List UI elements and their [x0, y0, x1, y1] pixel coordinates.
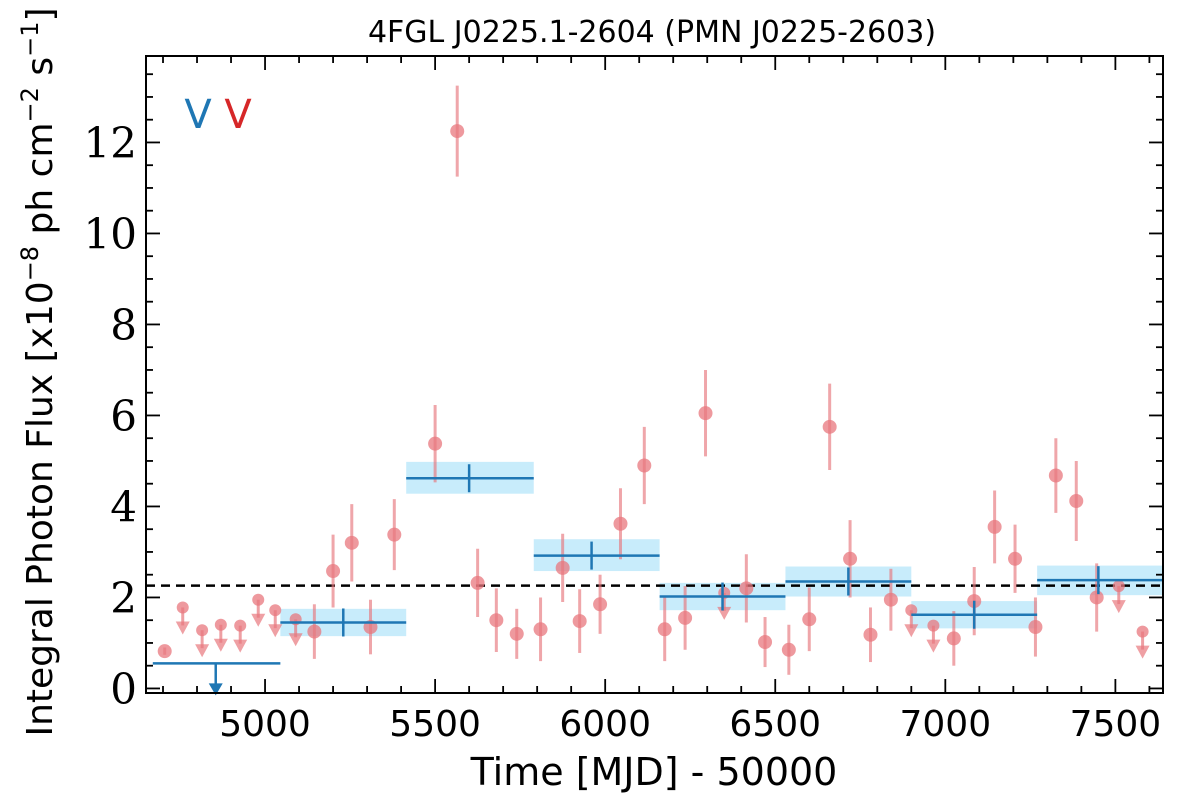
- upper-limit-point: [927, 619, 940, 632]
- y-tick-label: 12: [84, 118, 137, 167]
- upper-limit-arrow: [251, 613, 266, 627]
- flux-point: [470, 575, 485, 590]
- x-tick-label: 6000: [559, 704, 651, 745]
- binned-flux-markers: [152, 464, 1163, 696]
- flux-point: [822, 419, 837, 434]
- flux-point: [802, 612, 817, 627]
- x-tick-label: 7000: [900, 704, 992, 745]
- y-axis-label-mid: ph cm: [20, 122, 61, 245]
- y-axis-label-end: ]: [20, 7, 61, 21]
- legend-marker-monthly: V: [224, 92, 252, 138]
- upper-limit-arrow: [195, 644, 210, 658]
- upper-limit-arrow: [1111, 600, 1126, 614]
- bin-upper-limit-arrow: [208, 683, 223, 696]
- y-tick-label: 4: [110, 482, 137, 531]
- upper-limit-arrow: [1135, 645, 1150, 659]
- flux-point: [843, 551, 858, 566]
- upper-limit-point: [234, 619, 247, 632]
- flux-point: [1028, 620, 1043, 635]
- flux-point: [863, 627, 878, 642]
- upper-limit-arrow: [268, 624, 283, 638]
- flux-point: [678, 610, 693, 625]
- flux-point: [637, 458, 652, 473]
- flux-point: [1048, 468, 1063, 483]
- upper-limit-point: [1112, 580, 1125, 593]
- upper-limit-point: [176, 601, 189, 614]
- flux-point: [946, 631, 961, 646]
- flux-point: [307, 624, 322, 639]
- flux-point: [657, 622, 672, 637]
- upper-limit-point: [214, 618, 227, 631]
- flux-point: [987, 519, 1002, 534]
- y-axis-label-mid2: s: [20, 57, 61, 87]
- flux-point: [698, 406, 713, 421]
- flux-point: [739, 581, 754, 596]
- flux-point: [883, 592, 898, 607]
- upper-limit-arrow: [904, 624, 919, 638]
- x-tick-label: 5500: [389, 704, 481, 745]
- x-tick-label: 5000: [219, 704, 311, 745]
- flux-point: [326, 564, 341, 579]
- y-tick-label: 8: [110, 300, 137, 349]
- y-axis-label: Integral Photon Flux [x10−8 ph cm−2 s−1]: [16, 7, 61, 736]
- y-tick-label: 10: [84, 209, 137, 258]
- flux-point: [1069, 493, 1084, 508]
- y-axis-label-main: Integral Photon Flux [x10: [20, 281, 61, 736]
- x-axis: 5000 5500 6000 6500 7000 7500: [162, 56, 1162, 745]
- upper-limit-arrow: [926, 639, 941, 653]
- monthly-flux-points: [157, 85, 1150, 675]
- upper-limit-arrow: [213, 638, 228, 652]
- flux-point: [1008, 551, 1023, 566]
- flux-point: [387, 527, 402, 542]
- flux-point: [572, 614, 587, 629]
- flux-point: [509, 626, 524, 641]
- upper-limit-point: [196, 624, 209, 637]
- flux-point: [533, 622, 548, 637]
- upper-limit-arrow: [288, 633, 303, 647]
- upper-limit-arrow: [233, 639, 248, 653]
- upper-limit-arrow: [717, 606, 732, 620]
- flux-point: [555, 560, 570, 575]
- flux-point: [450, 124, 465, 139]
- flux-point: [157, 644, 172, 659]
- flux-point: [489, 613, 504, 628]
- x-tick-label: 6500: [729, 704, 821, 745]
- chart-title: 4FGL J0225.1-2604 (PMN J0225-2603): [368, 15, 936, 50]
- upper-limit-arrow: [175, 621, 190, 635]
- flux-point: [593, 597, 608, 612]
- flux-point: [613, 516, 628, 531]
- plot-frame: [145, 55, 1164, 694]
- y-tick-label: 0: [110, 664, 137, 713]
- flux-point: [781, 642, 796, 657]
- upper-limit-point: [252, 593, 265, 606]
- flux-point: [428, 436, 443, 451]
- y-tick-label: 2: [110, 573, 137, 622]
- upper-limit-point: [905, 604, 918, 617]
- legend-marker-binned: V: [184, 92, 212, 138]
- upper-limit-point: [269, 604, 282, 617]
- y-axis-label-exp1: −8: [16, 246, 44, 281]
- x-tick-label: 7500: [1070, 704, 1162, 745]
- y-axis-label-exp2: −2: [16, 87, 44, 122]
- y-tick-label: 6: [110, 391, 137, 440]
- flux-point: [344, 535, 359, 550]
- flux-point: [1089, 590, 1104, 605]
- upper-limit-point: [1136, 625, 1149, 638]
- y-axis: 0 2 4 6 8 10 12: [84, 73, 1163, 713]
- x-axis-label: Time [MJD] - 50000: [470, 750, 838, 794]
- flux-point: [758, 635, 773, 650]
- y-axis-label-exp3: −1: [16, 22, 44, 57]
